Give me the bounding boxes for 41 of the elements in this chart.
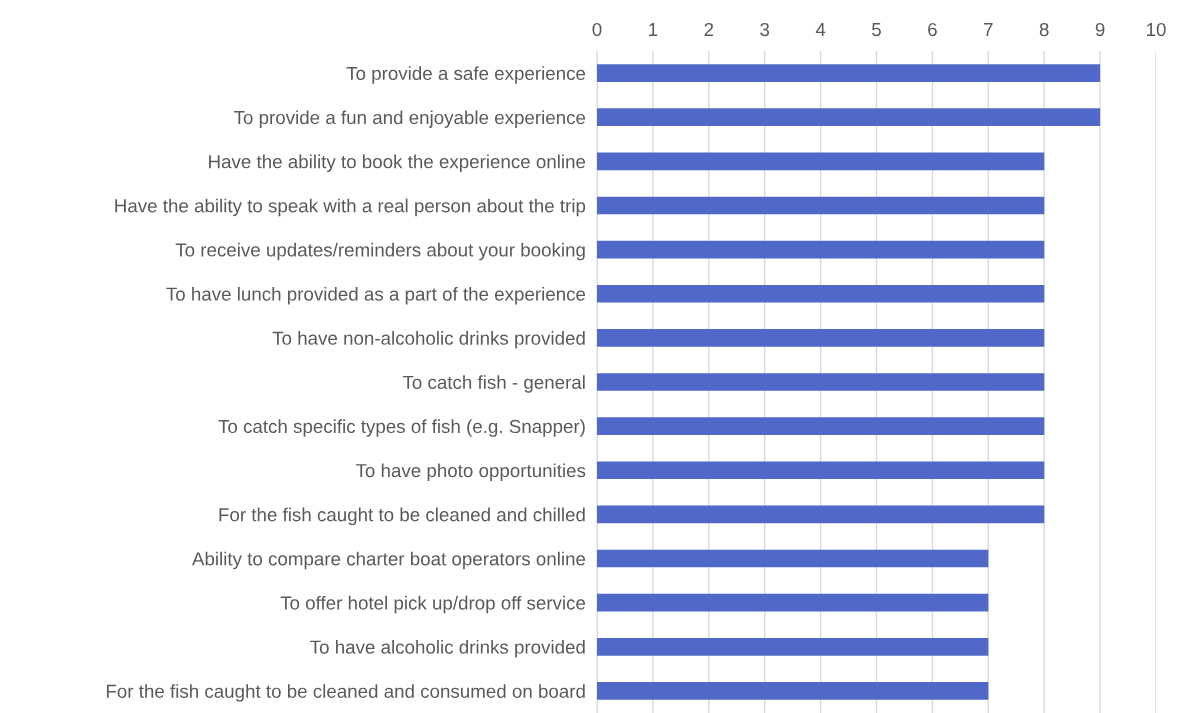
y-tick-label: To catch specific types of fish (e.g. Snapper) <box>218 419 585 437</box>
bar <box>597 417 1045 435</box>
bar <box>597 682 989 700</box>
x-tick-label: 7 <box>984 23 993 36</box>
y-tick-label: To have lunch provided as a part of the experience <box>166 286 586 305</box>
y-tick-label: To have non-alcoholic drinks provided <box>272 331 585 349</box>
bar <box>597 108 1101 127</box>
y-tick-label: Have the ability to book the experience online <box>209 154 586 173</box>
y-tick-label: To catch fish - general <box>402 375 585 393</box>
y-tick-label: To receive updates/reminders about your booking <box>175 242 585 261</box>
bar <box>597 240 1045 259</box>
bar <box>597 284 1045 303</box>
y-tick-label: To offer hotel pick up/drop off service <box>280 595 586 614</box>
y-tick-label: To provide a fun and enjoyable experience <box>234 110 586 128</box>
bar <box>597 593 989 612</box>
y-tick-label: To provide a safe experience <box>346 66 586 84</box>
x-tick-label: 10 <box>1147 22 1166 37</box>
y-tick-label: To have alcoholic drinks provided <box>310 640 585 658</box>
x-tick-label: 8 <box>1039 22 1049 37</box>
bar <box>597 373 1045 391</box>
x-tick-label: 1 <box>649 23 658 36</box>
x-tick-label: 5 <box>872 23 881 37</box>
y-tick-label: For the fish caught to be cleaned and consumed on board <box>106 684 585 702</box>
bar <box>597 152 1045 171</box>
y-tick-label: For the fish caught to be cleaned and chilled <box>219 507 585 526</box>
bar <box>597 505 1045 524</box>
x-tick-label: 4 <box>815 23 826 36</box>
y-tick-label: Have the ability to speak with a real person about the trip <box>115 198 586 217</box>
bar <box>597 329 1045 347</box>
x-tick-label: 9 <box>1095 22 1105 37</box>
bar <box>597 549 989 568</box>
bar <box>597 461 1045 480</box>
x-tick-label: 2 <box>704 22 714 36</box>
x-tick-label: 6 <box>928 22 937 37</box>
y-tick-label: Ability to compare charter boat operators online <box>192 551 586 570</box>
bar <box>597 64 1101 82</box>
bar <box>597 196 1045 215</box>
y-tick-label: To have photo opportunities <box>355 463 586 481</box>
x-tick-label: 0 <box>592 22 602 37</box>
x-tick-label: 3 <box>760 22 770 37</box>
bar <box>597 637 989 656</box>
